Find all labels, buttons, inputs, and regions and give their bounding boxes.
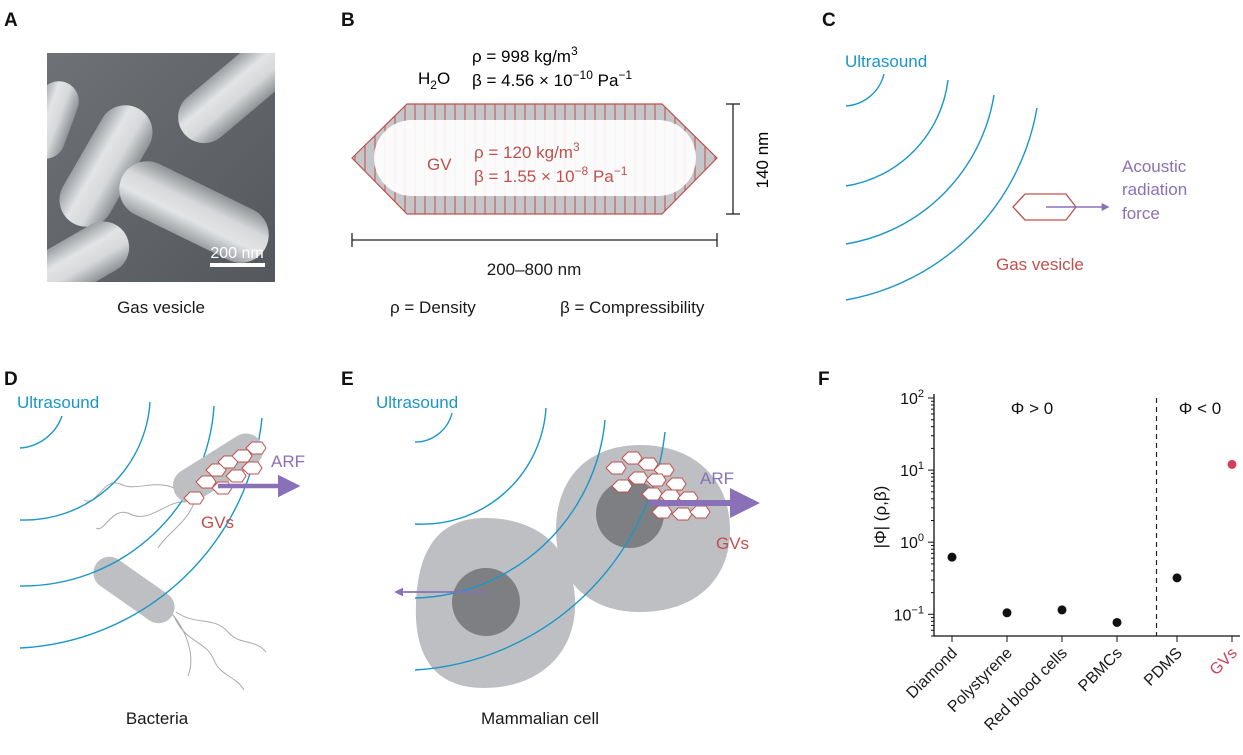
ultrasound-label-c: Ultrasound <box>845 52 927 71</box>
arf-label-d: ARF <box>271 452 305 471</box>
caption-gas-vesicle: Gas vesicle <box>117 298 205 317</box>
water-label: H2O <box>418 69 450 92</box>
force-label-2: radiation <box>1122 180 1187 199</box>
scale-bar-label: 200 nm <box>210 245 263 262</box>
panel-f: F 102 101 100 10−1 |Φ| (ρ,β) Φ > 0 Φ < 0 Diamon… <box>818 369 1241 734</box>
x-tick-label: GVs <box>1207 645 1241 679</box>
gas-vesicle-schematic <box>351 103 718 215</box>
caption-bacteria: Bacteria <box>126 709 189 728</box>
gv-compressibility: β = 1.55 × 10−8 Pa−1 <box>474 164 628 186</box>
water-compressibility: β = 4.56 × 10−10 Pa−1 <box>472 68 632 90</box>
gvs-cluster-d <box>183 441 267 505</box>
x-tick-label: PDMS <box>1141 645 1186 690</box>
ultrasound-label-e: Ultrasound <box>376 393 458 412</box>
gv-label: GV <box>427 155 452 174</box>
panel-letter-f: F <box>818 369 830 390</box>
length-dimension <box>351 233 718 247</box>
force-label-3: force <box>1122 204 1160 223</box>
panel-letter-b: B <box>341 10 355 31</box>
gvs-label-e: GVs <box>716 534 749 553</box>
ultrasound-wavefronts-c <box>845 73 1038 301</box>
data-point <box>1002 608 1012 618</box>
panel-e: E Ultrasound <box>341 369 760 728</box>
panel-letter-e: E <box>341 369 354 390</box>
region-label-positive: Φ > 0 <box>1011 399 1053 418</box>
y-tick-label: 102 <box>900 388 924 408</box>
x-tick-label: Diamond <box>904 645 961 702</box>
mammalian-cell-lower <box>415 518 576 688</box>
bacterium-lower <box>93 556 175 624</box>
y-axis-label: |Φ| (ρ,β) <box>871 486 890 549</box>
x-tick-label: PBMCs <box>1075 645 1125 695</box>
panel-letter-c: C <box>822 10 836 31</box>
flagella <box>83 482 267 691</box>
length-label: 200–800 nm <box>487 260 582 279</box>
water-density: ρ = 998 kg/m3 <box>472 44 578 66</box>
panel-letter-d: D <box>4 369 18 390</box>
panel-b: B H2O ρ = 998 kg/m3 β = 4.56 × 10−10 Pa−… <box>341 10 772 317</box>
region-label-negative: Φ < 0 <box>1179 399 1221 418</box>
data-point <box>1227 459 1237 469</box>
caption-mammalian-cell: Mammalian cell <box>481 709 599 728</box>
data-point <box>1172 573 1182 583</box>
gv-density: ρ = 120 kg/m3 <box>474 140 580 162</box>
data-point <box>1057 605 1067 615</box>
panel-letter-a: A <box>4 10 18 31</box>
sem-image: 200 nm <box>47 53 275 282</box>
phi-chart: 102 101 100 10−1 |Φ| (ρ,β) Φ > 0 Φ < 0 Diamond P… <box>871 388 1241 734</box>
gas-vesicle-label: Gas vesicle <box>996 255 1084 274</box>
panel-a: A 200 nm Gas vesicle <box>4 10 275 317</box>
ultrasound-label-d: Ultrasound <box>17 393 99 412</box>
gvs-label-d: GVs <box>201 513 234 532</box>
data-point <box>947 552 957 562</box>
y-tick-label: 10−1 <box>894 604 924 624</box>
width-label: 140 nm <box>753 132 772 189</box>
legend-density: ρ = Density <box>390 298 476 317</box>
y-tick-label: 100 <box>900 532 924 552</box>
legend-compressibility: β = Compressibility <box>560 298 705 317</box>
gvs-cluster-e <box>605 451 711 521</box>
panel-d: D Ultrasound <box>4 369 305 728</box>
data-point <box>1112 617 1122 627</box>
scale-bar <box>210 263 265 267</box>
panel-c: C Ultrasound Acoustic radiation force Ga… <box>822 10 1187 301</box>
arf-label-e: ARF <box>700 469 734 488</box>
y-tick-label: 101 <box>900 460 924 480</box>
width-dimension <box>726 103 740 215</box>
force-label-1: Acoustic <box>1122 157 1187 176</box>
